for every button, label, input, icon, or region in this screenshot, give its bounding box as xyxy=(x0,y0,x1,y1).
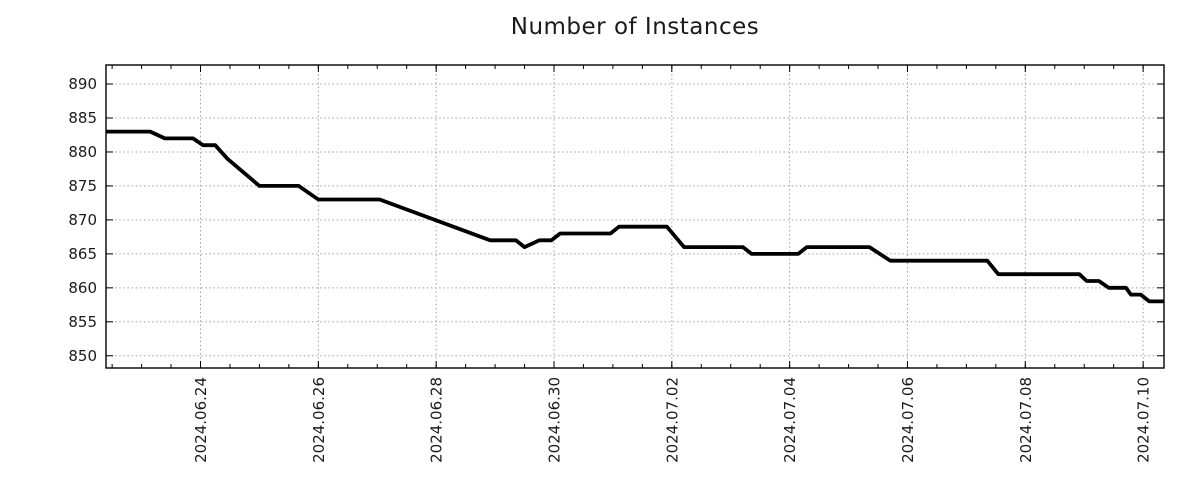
x-tick-label: 2024.06.30 xyxy=(545,377,563,463)
y-tick-label: 850 xyxy=(68,347,97,365)
chart-title: Number of Instances xyxy=(510,14,760,40)
y-tick-label: 870 xyxy=(68,211,97,229)
y-tick-label: 890 xyxy=(68,75,97,93)
x-tick-label: 2024.06.24 xyxy=(192,377,210,463)
x-tick-label: 2024.06.26 xyxy=(310,377,328,463)
y-tick-label: 880 xyxy=(68,143,97,161)
x-tick-label: 2024.06.28 xyxy=(428,377,446,463)
x-tick-label: 2024.07.06 xyxy=(899,377,917,463)
x-tick-label: 2024.07.08 xyxy=(1017,377,1035,463)
y-tick-label: 885 xyxy=(68,109,97,127)
y-tick-label: 865 xyxy=(68,245,97,263)
x-tick-label: 2024.07.02 xyxy=(663,377,681,463)
instances-series-line xyxy=(106,129,1164,304)
y-tick-label: 855 xyxy=(68,313,97,331)
y-tick-label: 860 xyxy=(68,279,97,297)
x-tick-label: 2024.07.10 xyxy=(1135,377,1153,463)
plot-border xyxy=(105,64,1165,369)
x-tick-label: 2024.07.04 xyxy=(781,377,799,463)
y-tick-label: 875 xyxy=(68,177,97,195)
